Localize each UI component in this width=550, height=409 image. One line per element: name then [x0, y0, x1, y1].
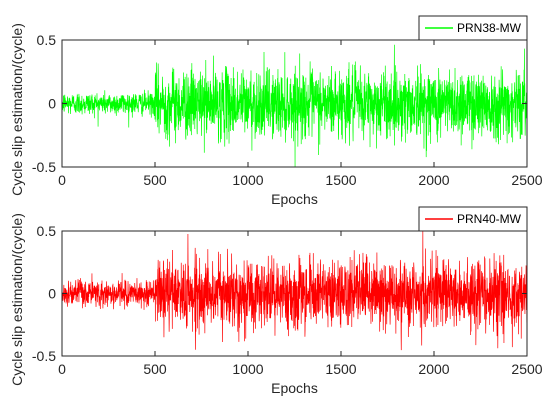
x-tick-label: 1000 [232, 361, 263, 377]
x-axis-label: Epochs [271, 380, 318, 396]
x-tick-label: 0 [58, 172, 66, 188]
x-tick-label: 2000 [418, 361, 449, 377]
x-tick-label: 1500 [325, 172, 356, 188]
x-tick-label: 1500 [325, 361, 356, 377]
top-panel: 0 500 1000 1500 2000 25000.50-0.5EpochsCycle … [9, 15, 543, 207]
x-tick-label: 2500 [511, 172, 542, 188]
bottom-panel: 0 500 1000 1500 2000 25000.50-0.5EpochsCycle … [9, 206, 543, 396]
y-tick-label: 0 [48, 286, 56, 302]
y-tick-label: 0.5 [37, 223, 57, 239]
legend-label: PRN38-MW [457, 21, 522, 35]
y-tick-label: 0.5 [37, 32, 57, 48]
legend-label: PRN40-MW [457, 212, 522, 226]
x-axis-label: Epochs [271, 191, 318, 207]
y-tick-label: -0.5 [32, 348, 56, 364]
x-tick-label: 2000 [418, 172, 449, 188]
y-tick-label: -0.5 [32, 159, 56, 175]
series-line-PRN40-MW [61, 230, 528, 351]
series-line-PRN38-MW [61, 44, 528, 168]
x-tick-label: 0 [58, 361, 66, 377]
x-tick-label: 500 [143, 361, 167, 377]
x-tick-label: 1000 [232, 172, 263, 188]
y-axis-label: Cycle slip estimation/(cycle) [9, 23, 25, 196]
y-tick-label: 0 [48, 96, 56, 112]
x-tick-label: 2500 [511, 361, 542, 377]
x-tick-label: 500 [143, 172, 167, 188]
legend-box [418, 15, 528, 41]
y-axis-label: Cycle slip estimation/(cycle) [9, 213, 25, 386]
